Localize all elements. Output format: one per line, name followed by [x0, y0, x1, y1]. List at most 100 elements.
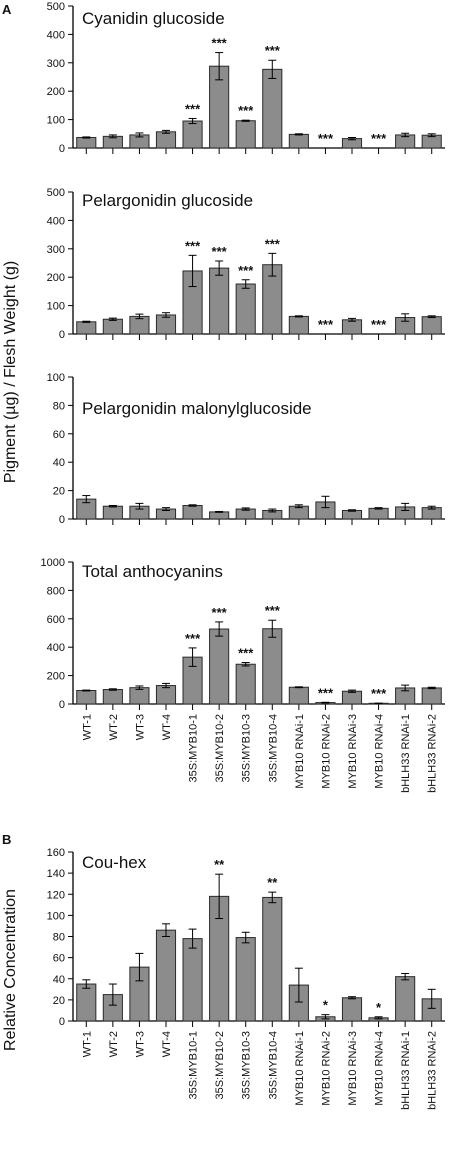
significance-label: ***	[238, 646, 254, 661]
panel-b-letter: B	[2, 832, 11, 847]
significance-label: ***	[318, 317, 334, 332]
y-tick-label: 40	[53, 457, 65, 469]
chart-panel: 0 20 40 60 80 100 Pelargonidin malonylglucosid…	[47, 372, 445, 526]
y-axis-label-a: Pigment (µg) / Flesh Weight (g)	[2, 261, 19, 483]
x-category-label: 35S:MYB10-4	[267, 714, 279, 782]
y-tick-label: 0	[59, 143, 65, 155]
bar	[368, 507, 389, 520]
bar	[102, 689, 123, 705]
x-category-label: WT-2	[108, 714, 120, 740]
x-category-label: bHLH33 RNAi-2	[427, 1031, 439, 1110]
x-category-label: 35S:MYB10-3	[241, 1031, 253, 1099]
bar	[341, 997, 363, 1022]
x-category-label: bHLH33 RNAi-1	[400, 1031, 412, 1110]
significance-label: ***	[371, 317, 387, 332]
significance-label: ***	[318, 685, 334, 700]
x-category-label: MYB10 RNAi-1	[294, 714, 306, 789]
y-tick-label: 200	[47, 671, 65, 683]
y-tick-label: 60	[53, 429, 65, 441]
significance-label: *	[376, 1000, 382, 1015]
bar	[155, 131, 177, 149]
x-category-label: 35S:MYB10-1	[188, 714, 200, 782]
bar	[102, 318, 123, 335]
bar	[235, 283, 256, 335]
chart-title: Pelargonidin malonylglucoside	[82, 399, 312, 418]
x-category-label: 35S:MYB10-1	[188, 1031, 200, 1099]
x-category-label: MYB10 RNAi-4	[374, 1031, 386, 1106]
bar	[341, 319, 363, 335]
y-tick-label: 60	[53, 953, 65, 965]
significance-label: ***	[212, 244, 228, 259]
significance-label: ***	[265, 603, 281, 618]
y-tick-label: 100	[47, 910, 65, 922]
bar	[262, 68, 283, 149]
chart-title: Cyanidin glucoside	[82, 9, 225, 28]
x-category-label: bHLH33 RNAi-1	[400, 714, 412, 793]
y-tick-label: 600	[47, 614, 65, 626]
y-tick-label: 20	[53, 486, 65, 498]
chart-panel: 0 100 200 300 400 500 *** *** *** *** *** *** Pelarg…	[47, 187, 445, 341]
bar	[76, 983, 97, 1022]
y-tick-label: 80	[53, 400, 65, 412]
significance-label: ***	[185, 238, 201, 253]
y-tick-label: 0	[59, 1016, 65, 1028]
y-tick-label: 20	[53, 995, 65, 1007]
panel-a-letter: A	[2, 2, 12, 17]
bar	[341, 509, 363, 520]
y-tick-label: 500	[47, 1, 65, 13]
significance-label: ***	[238, 263, 254, 278]
x-category-label: bHLH33 RNAi-2	[427, 714, 439, 793]
significance-label: ***	[318, 131, 334, 146]
x-category-label: MYB10 RNAi-3	[347, 714, 359, 789]
significance-label: ***	[185, 631, 201, 646]
y-tick-label: 100	[47, 301, 65, 313]
significance-label: **	[214, 857, 225, 872]
y-tick-label: 120	[47, 889, 65, 901]
x-category-label: WT-4	[161, 714, 173, 740]
x-category-label: WT-1	[81, 1031, 93, 1057]
significance-label: ***	[212, 36, 228, 51]
bar	[341, 690, 363, 705]
y-tick-label: 40	[53, 974, 65, 986]
y-tick-label: 800	[47, 585, 65, 597]
bar	[76, 690, 97, 705]
bar	[129, 687, 150, 705]
bar	[155, 685, 177, 705]
bar	[182, 938, 203, 1022]
x-category-label: WT-2	[108, 1031, 120, 1057]
bar	[262, 896, 283, 1022]
y-tick-label: 0	[59, 329, 65, 341]
significance-label: ***	[371, 686, 387, 701]
bar	[155, 929, 177, 1022]
y-tick-label: 300	[47, 58, 65, 70]
bar	[209, 628, 230, 705]
bar	[235, 120, 256, 149]
bar	[288, 315, 309, 335]
bar	[155, 314, 177, 335]
bar	[288, 133, 309, 149]
bar	[421, 687, 442, 705]
significance-label: **	[267, 875, 278, 890]
x-category-label: 35S:MYB10-3	[241, 714, 253, 782]
y-tick-label: 400	[47, 29, 65, 41]
x-category-label: MYB10 RNAi-1	[294, 1031, 306, 1106]
y-axis-label-b: Relative Concentration	[2, 889, 19, 1051]
y-tick-label: 0	[59, 699, 65, 711]
y-tick-label: 1000	[41, 557, 65, 569]
x-category-label: WT-3	[134, 1031, 146, 1057]
bar	[76, 321, 97, 335]
bar	[395, 976, 416, 1022]
y-tick-label: 400	[47, 215, 65, 227]
significance-label: ***	[265, 236, 281, 251]
bar	[262, 628, 283, 705]
x-category-label: WT-4	[161, 1031, 173, 1057]
bar	[421, 316, 442, 335]
bar	[76, 136, 97, 149]
bar	[209, 267, 230, 335]
y-tick-label: 140	[47, 868, 65, 880]
significance-label: ***	[265, 43, 281, 58]
chart-panel: 0 200 400 600 800 1000 *** *** *** *** *** *** WT-1 W…	[41, 557, 445, 793]
significance-label: ***	[185, 101, 201, 116]
